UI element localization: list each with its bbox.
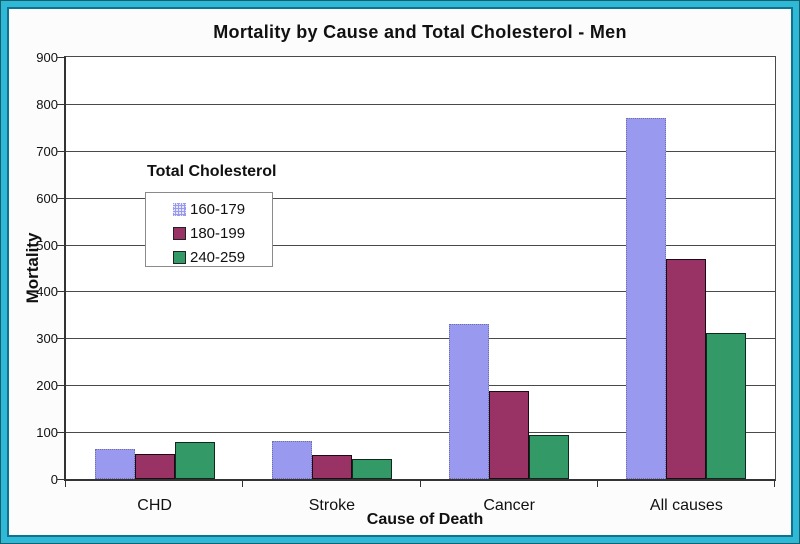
category-label-All causes: All causes: [649, 497, 723, 514]
legend-item-label: 160-179: [190, 201, 246, 218]
x-tick-mark: [242, 480, 244, 487]
category-label-Cancer: Cancer: [483, 497, 535, 514]
bar-160-179-CHD: [94, 449, 135, 479]
x-axis-title: Cause of Death: [366, 511, 484, 528]
bar-180-199-Stroke: [311, 455, 352, 479]
gridline-500: [66, 244, 775, 246]
y-tick-mark: [57, 338, 64, 340]
bar-180-199-All causes: [666, 259, 707, 479]
legend-box: 160-179 180-199 240-259: [145, 192, 273, 267]
bar-240-259-All causes: [706, 333, 747, 479]
legend-swatch-icon: [173, 227, 186, 240]
x-tick-mark: [65, 480, 66, 487]
legend-item-label: 240-259: [190, 249, 246, 266]
gridline-800: [66, 103, 775, 105]
bar-180-199-CHD: [134, 454, 175, 479]
x-tick-mark: [596, 480, 598, 487]
y-tick-label: 100: [36, 425, 58, 441]
bar-160-179-Stroke: [271, 441, 312, 479]
y-tick-label: 900: [36, 50, 58, 65]
plot-area: [64, 56, 776, 481]
y-tick-label: 300: [36, 331, 58, 347]
gridline-600: [66, 197, 775, 199]
gridline-200: [66, 385, 775, 387]
y-tick-mark: [57, 291, 64, 293]
bar-240-259-Stroke: [351, 459, 392, 479]
legend-swatch-icon: [173, 203, 186, 216]
y-tick-label: 500: [36, 237, 58, 253]
y-tick-mark: [57, 432, 64, 434]
gridline-400: [66, 291, 775, 293]
y-tick-mark: [57, 197, 64, 199]
y-tick-label: 700: [36, 143, 58, 159]
legend-title: Total Cholesterol: [147, 163, 277, 180]
gridline-300: [66, 338, 775, 340]
y-tick-label: 0: [50, 472, 58, 487]
bar-240-259-CHD: [174, 442, 215, 479]
category-label-CHD: CHD: [137, 497, 172, 514]
x-tick-mark: [419, 480, 421, 487]
gridline-100: [66, 432, 775, 434]
y-tick-mark: [57, 479, 64, 480]
chart-title: Mortality by Cause and Total Cholesterol…: [213, 22, 627, 42]
y-tick-mark: [57, 57, 64, 58]
y-tick-label: 800: [36, 96, 58, 112]
legend-item-label: 180-199: [190, 225, 246, 242]
y-tick-label: 400: [36, 284, 58, 300]
y-tick-mark: [57, 150, 64, 152]
bar-180-199-Cancer: [489, 391, 530, 479]
bar-160-179-All causes: [626, 118, 667, 479]
y-tick-mark: [57, 244, 64, 246]
y-tick-mark: [57, 103, 64, 105]
y-tick-label: 200: [36, 378, 58, 394]
gridline-700: [66, 150, 775, 152]
legend-swatch-icon: [173, 251, 186, 264]
y-tick-label: 600: [36, 190, 58, 206]
y-tick-mark: [57, 385, 64, 387]
x-tick-mark: [774, 480, 775, 487]
category-label-Stroke: Stroke: [308, 497, 355, 514]
bar-160-179-Cancer: [449, 324, 490, 479]
bar-240-259-Cancer: [529, 435, 570, 479]
